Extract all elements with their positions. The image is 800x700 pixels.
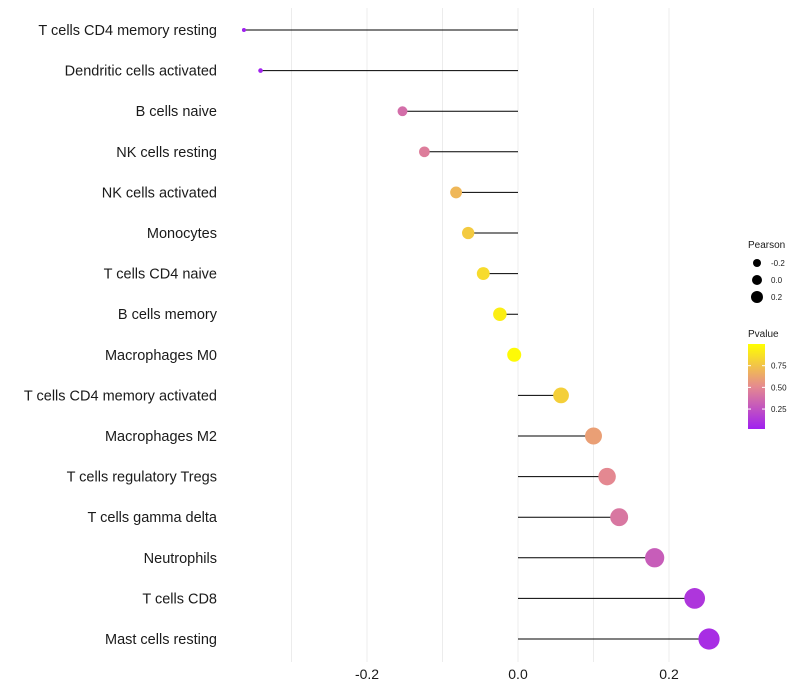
colorbar-label: 0.75: [771, 362, 787, 371]
lollipop-stems: [243, 29, 710, 640]
legend-size-dot-large: [751, 291, 763, 303]
lollipop-point: [476, 267, 490, 281]
category-label: Macrophages M0: [105, 348, 217, 364]
legend-size-title: Pearson: [748, 240, 785, 251]
category-label: T cells CD4 memory activated: [24, 388, 217, 404]
lollipop-point: [585, 427, 602, 445]
legend-size-label: -0.2: [771, 259, 785, 268]
category-label: T cells CD8: [142, 591, 217, 607]
colorbar-label: 0.50: [771, 383, 787, 392]
colorbar-label: 0.25: [771, 405, 787, 414]
lollipop-point: [598, 467, 616, 486]
lollipop-point: [462, 226, 475, 240]
category-label: NK cells resting: [116, 145, 217, 161]
lollipop-point: [507, 347, 522, 362]
category-label: NK cells activated: [102, 185, 217, 201]
lollipop-points: [241, 28, 720, 650]
category-label: Monocytes: [147, 226, 217, 242]
lollipop-point: [450, 186, 463, 199]
category-label: B cells naive: [136, 104, 217, 120]
x-tick-label: -0.2: [355, 666, 379, 682]
category-label: Macrophages M2: [105, 429, 217, 445]
legend-size-dot-medium: [752, 275, 762, 285]
category-label: B cells memory: [118, 307, 218, 323]
lollipop-point: [684, 588, 706, 609]
x-tick-label: 0.0: [508, 666, 528, 682]
x-tick-label: 0.2: [659, 666, 679, 682]
legend-size-label: 0.2: [771, 293, 783, 302]
lollipop-point: [397, 106, 408, 117]
category-label: Mast cells resting: [105, 632, 217, 648]
x-axis-tick-labels: -0.2 0.0 0.2: [355, 666, 679, 682]
category-label: T cells CD4 memory resting: [38, 23, 217, 39]
category-label: Neutrophils: [144, 551, 217, 567]
grid-lines: [291, 8, 670, 662]
legend-size-label: 0.0: [771, 276, 783, 285]
category-label: T cells CD4 naive: [104, 267, 217, 283]
category-label: T cells regulatory Tregs: [67, 470, 217, 486]
lollipop-point: [419, 146, 430, 158]
lollipop-point: [698, 628, 720, 650]
category-label: T cells gamma delta: [88, 510, 218, 526]
legend-size-dot-small: [753, 259, 761, 267]
lollipop-point: [241, 28, 246, 32]
legend: Pearson -0.2 0.0 0.2 Pvalue 0.75 0.50 0.25: [748, 240, 787, 429]
category-label: Dendritic cells activated: [65, 64, 217, 80]
lollipop-point: [553, 387, 569, 404]
lollipop-point: [493, 307, 507, 321]
lollipop-point: [258, 68, 263, 73]
lollipop-point: [610, 508, 629, 527]
legend-colorbar-labels: 0.75 0.50 0.25: [748, 362, 787, 414]
legend-color-title: Pvalue: [748, 329, 779, 340]
lollipop-point: [645, 548, 665, 568]
legend-colorbar: [748, 344, 765, 429]
category-labels: T cells CD4 memory resting Dendritic cell…: [24, 23, 218, 648]
